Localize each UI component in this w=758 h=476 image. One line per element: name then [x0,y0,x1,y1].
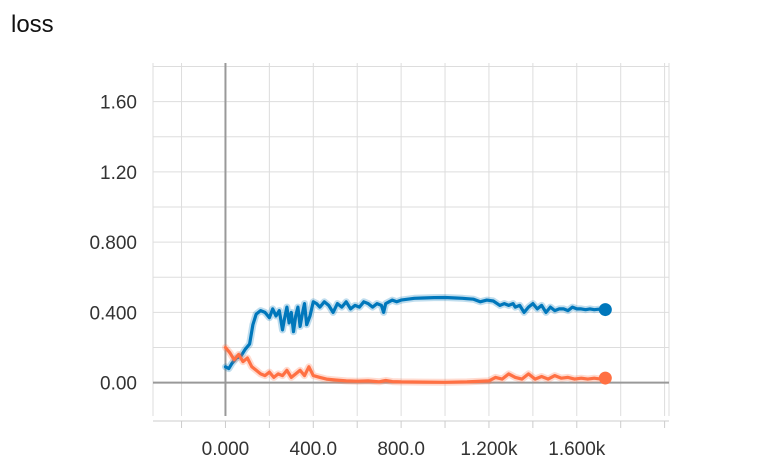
axes [153,63,669,428]
x-tick-label: 1.200k [460,439,518,460]
chart-title: loss [11,11,54,38]
x-tick-labels: 0.000 400.0 800.0 1.200k 1.600k [202,439,606,460]
series-2-end-marker [598,371,612,385]
y-tick-label: 0.00 [100,374,137,395]
series-1-line [223,295,607,371]
series-1-end-marker [598,303,612,317]
x-tick-label: 1.600k [548,439,606,460]
y-tick-label: 0.400 [89,303,137,324]
y-tick-label: 0.800 [89,233,137,254]
end-markers [598,303,612,385]
series-group [222,294,609,386]
x-tick-label: 400.0 [290,439,338,460]
x-tick-label: 800.0 [377,439,425,460]
y-tick-labels: 1.60 1.20 0.800 0.400 0.00 [89,93,137,395]
grid [152,63,670,416]
series-2-line [223,345,607,384]
y-tick-label: 1.60 [100,93,137,114]
y-tick-label: 1.20 [100,163,137,184]
x-tick-label: 0.000 [202,439,250,460]
